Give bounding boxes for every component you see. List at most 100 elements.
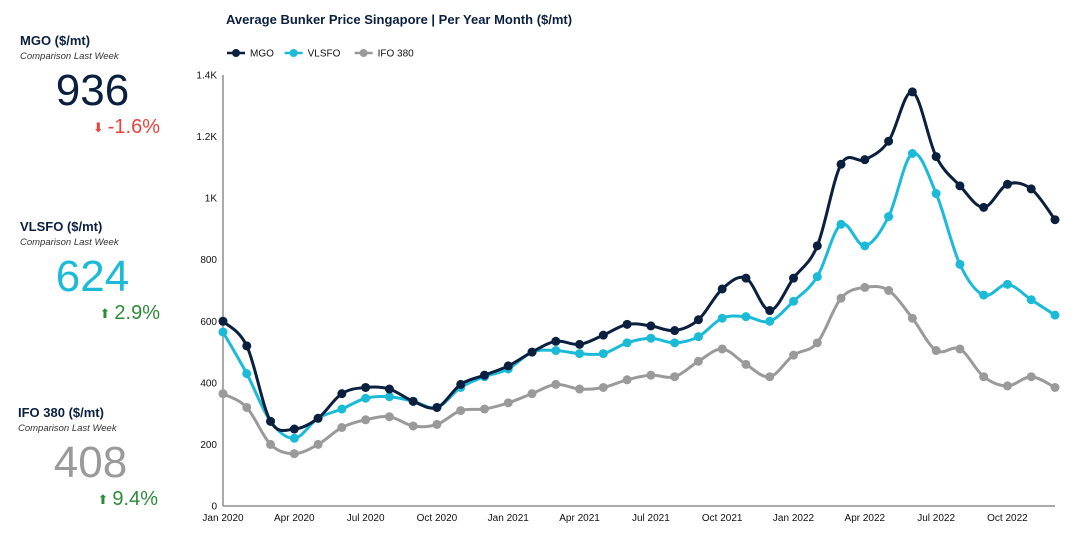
data-point — [670, 338, 680, 348]
data-point — [836, 159, 846, 169]
data-point — [551, 379, 561, 389]
data-point — [1050, 310, 1060, 320]
data-point — [907, 87, 917, 97]
data-point — [575, 384, 585, 394]
x-tick-label: Jul 2020 — [347, 513, 385, 524]
data-point — [408, 396, 418, 406]
series-line-mgo — [221, 90, 1057, 433]
data-point — [741, 359, 751, 369]
data-point — [598, 330, 608, 340]
x-tick-label: Jan 2021 — [488, 513, 530, 524]
data-point — [884, 286, 894, 295]
data-point — [1002, 179, 1012, 189]
data-point — [622, 338, 632, 348]
data-point — [717, 284, 727, 294]
kpi-change-value: 9.4% — [112, 488, 158, 510]
data-point — [218, 327, 228, 337]
data-point — [384, 412, 394, 422]
y-tick-label: 1K — [205, 194, 218, 205]
chart-title: Average Bunker Price Singapore | Per Yea… — [226, 12, 573, 27]
data-point — [931, 346, 941, 356]
data-point — [860, 155, 870, 165]
kpi-change: ⬆ 9.4% — [18, 488, 159, 511]
data-point — [979, 372, 989, 382]
data-point — [527, 347, 537, 357]
y-tick-label: 200 — [200, 440, 217, 451]
data-point — [955, 181, 965, 191]
data-point — [717, 344, 727, 354]
kpi-subtitle: Comparison Last Week — [20, 51, 119, 62]
data-point — [266, 439, 276, 449]
data-point — [907, 313, 917, 323]
x-tick-label: Oct 2020 — [417, 513, 458, 524]
data-point — [456, 406, 466, 416]
series-line-vlsfo — [221, 151, 1056, 440]
data-point — [218, 316, 228, 326]
kpi-change-value: -1.6% — [107, 116, 160, 138]
kpi-subtitle: Comparison Last Week — [20, 237, 119, 248]
x-tick-label: Jan 2020 — [202, 513, 244, 524]
data-point — [337, 422, 347, 432]
data-point — [242, 402, 252, 412]
data-point — [1050, 215, 1060, 225]
x-tick-label: Jul 2021 — [632, 513, 670, 524]
data-point — [812, 241, 822, 251]
legend-swatch-dot — [232, 49, 240, 57]
data-point — [432, 402, 442, 412]
data-point — [289, 433, 299, 443]
y-tick-label: 1.4K — [196, 71, 217, 82]
x-tick-label: Apr 2021 — [559, 513, 600, 524]
legend-label: IFO 380 — [378, 49, 415, 60]
data-point — [741, 273, 751, 283]
x-tick-label: Jul 2022 — [917, 513, 955, 524]
data-point — [670, 372, 680, 382]
x-tick-label: Oct 2022 — [987, 513, 1028, 524]
data-point — [337, 404, 347, 414]
data-point — [717, 313, 727, 323]
data-point — [479, 404, 489, 414]
data-point — [860, 282, 870, 292]
data-point — [361, 415, 371, 425]
data-point — [384, 384, 394, 394]
y-tick-label: 600 — [200, 317, 217, 328]
kpi-mgo: MGO ($/mt) Comparison Last Week 936 ⬇ -1.… — [20, 33, 190, 139]
data-point — [670, 326, 680, 336]
data-point — [789, 296, 799, 306]
y-tick-label: 800 — [200, 255, 217, 266]
data-point — [693, 332, 703, 342]
data-point — [598, 349, 608, 359]
data-point — [693, 315, 703, 325]
data-point — [622, 319, 632, 329]
data-point — [812, 272, 822, 282]
legend-label: MGO — [250, 49, 274, 60]
data-point — [313, 413, 323, 423]
arrow-up-icon: ⬆ — [99, 305, 111, 321]
arrow-up-icon: ⬆ — [97, 491, 109, 507]
data-point — [1026, 184, 1036, 194]
data-point — [527, 389, 537, 399]
data-point — [765, 316, 775, 326]
kpi-value: 624 — [55, 252, 130, 301]
data-point — [979, 202, 989, 212]
data-point — [955, 344, 965, 354]
data-point — [765, 306, 775, 316]
data-point — [622, 375, 632, 385]
data-point — [313, 439, 323, 449]
x-tick-label: Jan 2022 — [773, 513, 815, 524]
kpi-ifo380: IFO 380 ($/mt) Comparison Last Week 408 … — [18, 405, 188, 511]
data-point — [1026, 372, 1036, 382]
legend-swatch-dot — [289, 49, 298, 57]
data-point — [955, 259, 965, 269]
data-point — [1002, 279, 1012, 289]
data-point — [289, 424, 299, 434]
data-point — [1002, 381, 1012, 391]
data-point — [242, 369, 252, 379]
data-point — [1050, 382, 1060, 392]
kpi-subtitle: Comparison Last Week — [18, 423, 117, 434]
data-point — [408, 421, 418, 431]
y-tick-label: 0 — [211, 502, 217, 513]
kpi-title: VLSFO ($/mt) — [20, 219, 103, 234]
kpi-vlsfo: VLSFO ($/mt) Comparison Last Week 624 ⬆ 2… — [20, 219, 190, 325]
data-point — [931, 152, 941, 162]
